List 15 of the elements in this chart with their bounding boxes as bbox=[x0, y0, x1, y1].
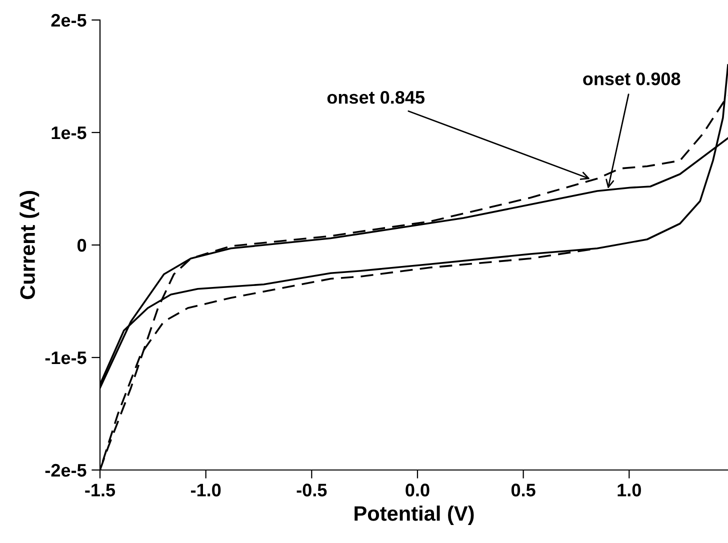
x-tick-label: -1.5 bbox=[85, 484, 116, 496]
x-axis-title: Potential (V) bbox=[354, 506, 474, 525]
y-tick-label: 2e-5 bbox=[51, 14, 86, 27]
annotation: onset 0.908 bbox=[583, 72, 680, 86]
x-tick-label: 0.5 bbox=[511, 484, 536, 496]
y-tick-label: -2e-5 bbox=[45, 464, 86, 477]
x-tick-label: 1.0 bbox=[618, 484, 641, 496]
x-tick-label: -0.5 bbox=[296, 484, 327, 496]
annotation: onset 0.845 bbox=[327, 90, 425, 104]
y-axis-title: Current (A) bbox=[20, 191, 40, 300]
y-tick-label: 1e-5 bbox=[52, 126, 86, 140]
x-tick-label: -1.0 bbox=[190, 484, 221, 496]
y-tick-label: -1e-5 bbox=[45, 352, 86, 364]
x-tick-label: 0.0 bbox=[406, 484, 430, 496]
y-tick-label: 0 bbox=[77, 238, 86, 252]
